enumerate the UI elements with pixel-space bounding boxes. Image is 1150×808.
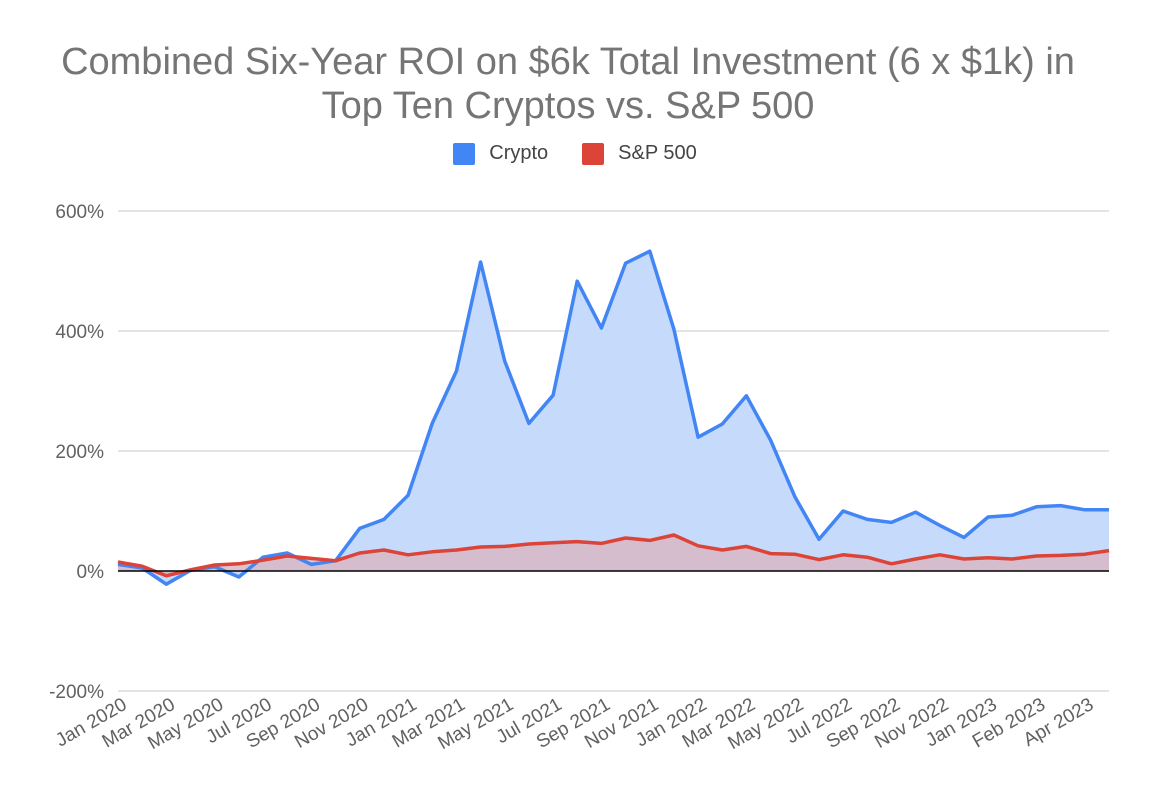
y-tick-label-1: 0% [77,562,105,583]
y-tick-label-2: 200% [55,442,104,463]
chart-legend: Crypto S&P 500 [0,142,1150,165]
legend-swatch-sp500 [582,142,605,165]
legend-label-sp500: S&P 500 [618,142,697,164]
legend-item-sp500: S&P 500 [582,142,697,165]
series-line-1 [117,533,1110,578]
y-tick-label-4: 600% [55,202,104,223]
y-tick-label-3: 400% [55,322,104,343]
legend-label-crypto: Crypto [489,142,549,164]
series-area-1 [118,535,1109,576]
chart-title: Combined Six-Year ROI on $6k Total Inves… [0,40,1136,128]
series-area-0 [118,251,1109,585]
chart-title-line-1: Combined Six-Year ROI on $6k Total Inves… [61,41,1075,83]
legend-item-crypto: Crypto [453,142,548,165]
chart-title-line-2: Top Ten Cryptos vs. S&P 500 [321,85,815,127]
legend-swatch-crypto [453,142,476,165]
series-line-0 [117,249,1109,586]
y-tick-label-0: -200% [49,682,104,703]
